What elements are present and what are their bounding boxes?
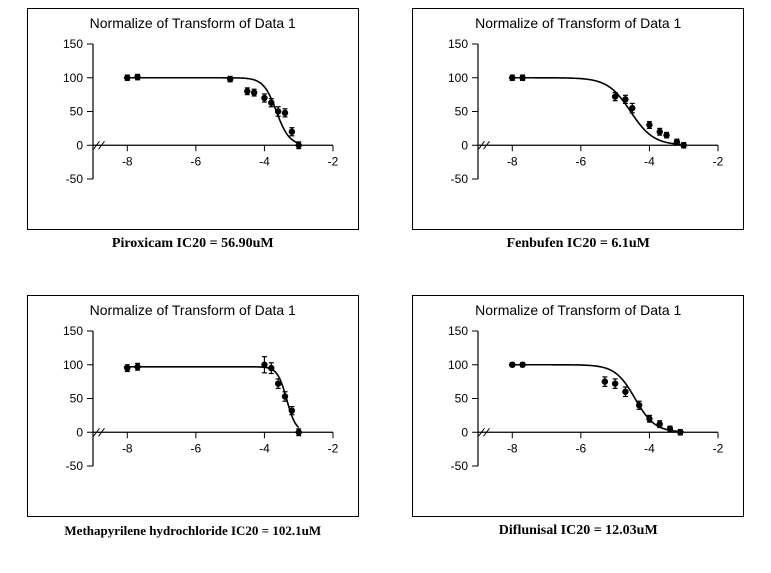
svg-text:-8: -8 — [122, 154, 133, 168]
svg-text:50: 50 — [455, 105, 469, 119]
svg-text:-6: -6 — [576, 441, 587, 455]
panel-box-0: Normalize of Transform of Data 1 -500501… — [27, 8, 359, 230]
chart-grid: Normalize of Transform of Data 1 -500501… — [0, 0, 771, 573]
svg-text:-2: -2 — [327, 154, 338, 168]
svg-text:-8: -8 — [122, 441, 133, 455]
svg-text:-50: -50 — [65, 459, 83, 473]
svg-text:-4: -4 — [259, 441, 270, 455]
panel-cell-2: Normalize of Transform of Data 1 -500501… — [0, 287, 386, 573]
svg-text:0: 0 — [462, 425, 469, 439]
svg-text:-6: -6 — [190, 441, 201, 455]
svg-text:-50: -50 — [451, 459, 469, 473]
panel-plot-0: -50 0 50 100 150 -8 -6 -4 -2 — [28, 9, 358, 229]
panel-cell-3: Normalize of Transform of Data 1 -500501… — [386, 287, 771, 573]
panel-cell-0: Normalize of Transform of Data 1 -500501… — [0, 0, 386, 287]
svg-text:-6: -6 — [190, 154, 201, 168]
svg-text:50: 50 — [69, 105, 83, 119]
svg-text:100: 100 — [448, 71, 468, 85]
svg-text:-2: -2 — [327, 441, 338, 455]
svg-text:-50: -50 — [451, 172, 469, 186]
svg-text:-8: -8 — [507, 154, 518, 168]
svg-text:-2: -2 — [713, 154, 724, 168]
svg-text:150: 150 — [448, 37, 468, 51]
svg-text:-6: -6 — [576, 154, 587, 168]
svg-text:50: 50 — [69, 391, 83, 405]
panel-box-2: Normalize of Transform of Data 1 -500501… — [27, 295, 359, 517]
svg-text:150: 150 — [63, 37, 83, 51]
svg-text:-50: -50 — [65, 172, 83, 186]
svg-text:0: 0 — [76, 425, 83, 439]
panel-box-3: Normalize of Transform of Data 1 -500501… — [412, 295, 744, 517]
svg-text:100: 100 — [63, 357, 83, 371]
panel-caption-1: Fenbufen IC20 = 6.1uM — [413, 236, 743, 252]
panel-plot-2: -50 0 50 100 150 -8 -6 -4 -2 — [28, 296, 358, 516]
svg-text:-4: -4 — [644, 154, 655, 168]
panel-caption-2: Methapyrilene hydrochloride IC20 = 102.1… — [28, 523, 358, 539]
svg-text:-4: -4 — [259, 154, 270, 168]
svg-text:150: 150 — [448, 324, 468, 338]
svg-text:-2: -2 — [713, 441, 724, 455]
svg-text:0: 0 — [76, 138, 83, 152]
svg-text:100: 100 — [448, 357, 468, 371]
svg-text:150: 150 — [63, 324, 83, 338]
panel-plot-1: -50 0 50 100 150 -8 -6 -4 -2 — [413, 9, 743, 229]
svg-text:50: 50 — [455, 391, 469, 405]
svg-text:-4: -4 — [644, 441, 655, 455]
panel-box-1: Normalize of Transform of Data 1 -500501… — [412, 8, 744, 230]
panel-plot-3: -50 0 50 100 150 -8 -6 -4 -2 — [413, 296, 743, 516]
svg-text:0: 0 — [462, 138, 469, 152]
svg-text:100: 100 — [63, 71, 83, 85]
panel-caption-3: Diflunisal IC20 = 12.03uM — [413, 523, 743, 539]
svg-text:-8: -8 — [507, 441, 518, 455]
panel-cell-1: Normalize of Transform of Data 1 -500501… — [386, 0, 771, 287]
panel-caption-0: Piroxicam IC20 = 56.90uM — [28, 236, 358, 252]
